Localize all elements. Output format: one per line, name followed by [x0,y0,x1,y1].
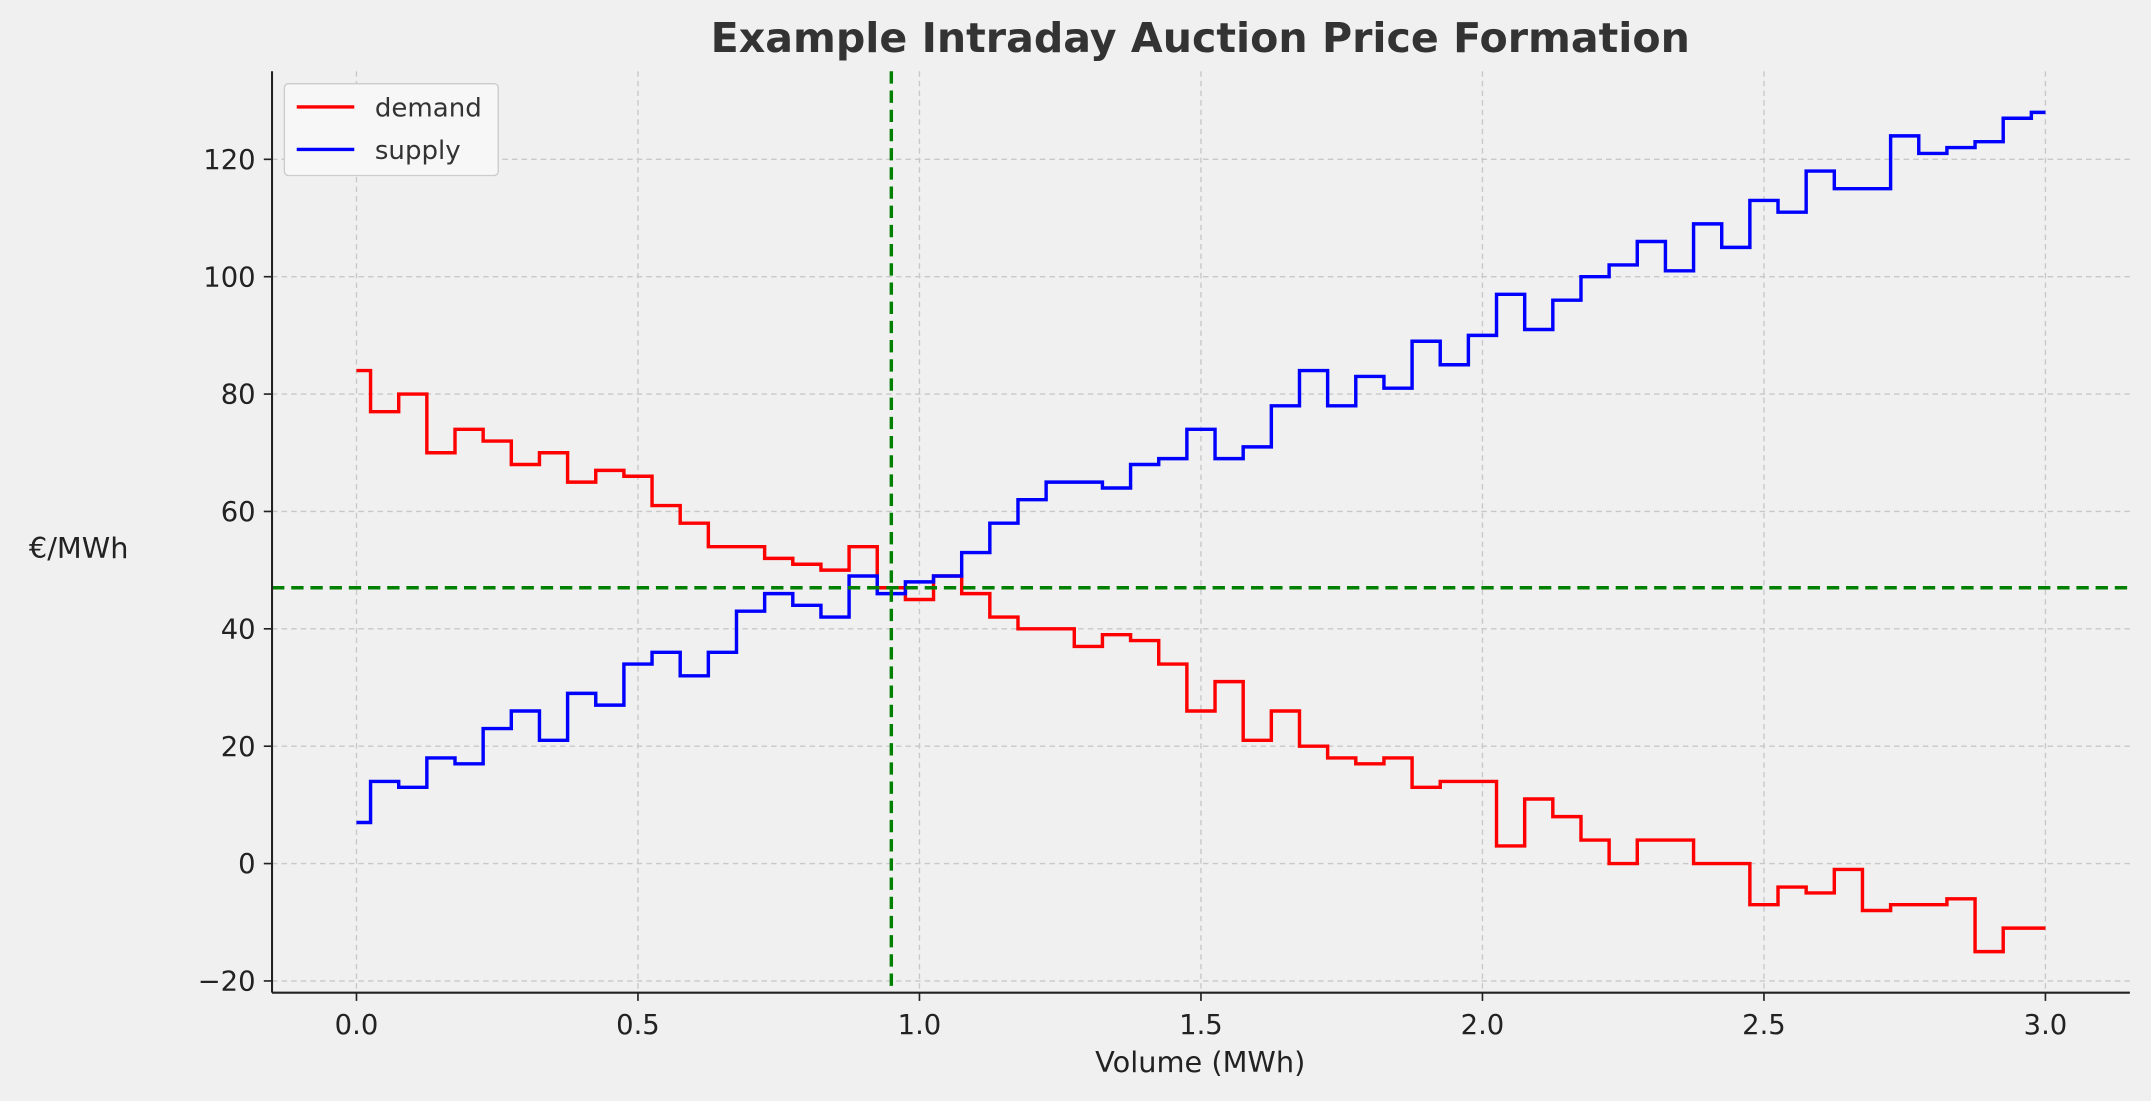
y-tick-label: 60 [221,497,256,528]
y-tick-label: 80 [221,380,256,411]
series-layer [356,110,2046,954]
series-line-supply [356,110,2046,825]
y-axis-label: €/MWh [29,531,129,565]
x-tick-label: 1.5 [1179,1010,1223,1041]
chart-title: Example Intraday Auction Price Formation [711,14,1690,62]
y-tick-label: 120 [203,145,255,176]
y-tick-label: 0 [238,849,255,880]
legend-label-supply: supply [375,136,461,166]
x-tick-label: 2.5 [1742,1010,1786,1041]
y-tick-label: −20 [198,967,256,998]
x-tick-label: 0.5 [616,1010,660,1041]
y-tick-label: 100 [203,262,255,293]
x-axis-label: Volume (MWh) [1095,1045,1305,1079]
legend-label-demand: demand [375,94,482,124]
legend: demand supply [283,82,499,177]
x-tick-label: 2.0 [1461,1010,1505,1041]
x-tick-label: 0.0 [335,1010,379,1041]
x-tick-label: 3.0 [2024,1010,2068,1041]
grid [272,71,2130,993]
axes: 0.0 0.5 1.0 1.5 2.0 2.5 3.0 −20 0 20 40 60 80 100 120 [198,71,2130,1041]
y-tick-label: 40 [221,614,256,645]
y-tick-label: 20 [221,732,256,763]
x-tick-label: 1.0 [898,1010,942,1041]
equilibrium-lines [272,71,2130,993]
series-line-demand [356,368,2046,954]
